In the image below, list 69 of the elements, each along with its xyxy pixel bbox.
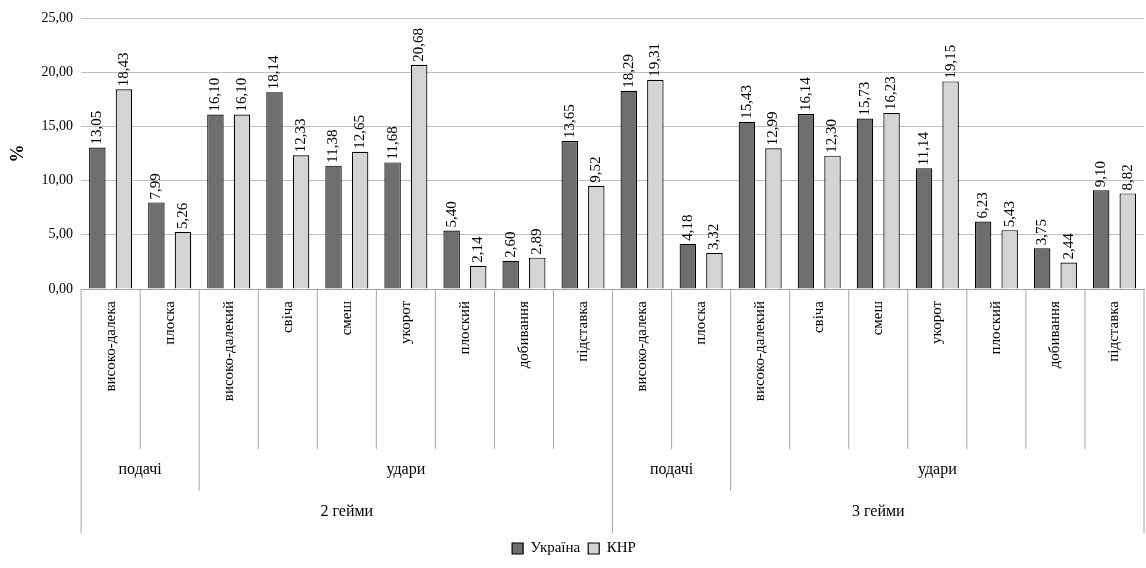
data-label: 2,60 [501,231,518,258]
data-label: 20,68 [410,28,427,62]
y-tick-label: 5,00 [48,226,74,242]
data-label: 4,18 [678,214,695,241]
text: 3 гейми [851,502,906,520]
x-tick-label: плоский [987,301,1004,355]
x-tick-label: плоский [455,301,472,355]
data-label: 18,14 [265,55,282,90]
data-label: 9,52 [587,156,604,183]
data-label: 11,14 [914,131,931,166]
text: подачі [650,460,694,479]
y-tick-label: 20,00 [41,63,74,79]
y-tick-label: 0,00 [48,280,74,296]
data-label: 6,23 [974,192,991,219]
legend-label: Україна [530,539,581,556]
data-label: 12,30 [823,118,840,153]
text: подачі [118,460,163,479]
x-tick-label: високо-далекий [219,301,236,402]
data-label: 5,43 [1000,200,1017,228]
x-tick-label: смеш [337,300,354,336]
text: удари [386,460,426,479]
data-label: 15,73 [855,81,872,116]
data-label: 5,40 [442,201,459,228]
data-label: 8,82 [1118,164,1135,191]
data-label: 16,10 [206,77,223,112]
data-label: 16,14 [796,76,813,112]
data-label: 18,29 [619,53,636,88]
x-tick-label: плоска [692,300,709,345]
y-tick-label: 15,00 [41,118,74,134]
x-tick-label: свіча [810,300,827,334]
x-tick-label: смеш [869,300,886,336]
data-label: 3,32 [705,223,722,251]
data-label: 11,38 [324,129,341,163]
data-label: 12,65 [351,115,368,149]
data-label: 9,10 [1092,161,1109,188]
x-tick-label: високо-далека [101,300,118,392]
data-label: 2,14 [469,236,486,263]
data-label: 15,43 [737,84,754,119]
data-label: 16,23 [882,76,899,111]
x-tick-label: добивання [1046,300,1063,369]
data-label: 12,33 [292,118,308,153]
text: 2 гейми [320,502,374,520]
data-label: 13,05 [88,110,105,145]
data-label: 12,99 [764,111,781,146]
data-label: 7,99 [147,173,164,200]
data-label: 2,89 [528,228,545,255]
y-axis-title: % [7,144,28,163]
x-tick-label: укорот [396,300,413,344]
x-tick-label: високо-далекий [751,301,768,402]
data-label: 19,31 [646,42,663,77]
legend-label: КНР [606,539,636,556]
x-tick-label: підставка [573,300,590,362]
data-label: 13,65 [560,104,577,139]
data-label: 3,75 [1033,219,1050,246]
data-label: 5,26 [173,202,190,229]
x-tick-label: плоска [160,300,177,345]
data-label: 18,43 [114,52,131,87]
text: удари [917,460,958,479]
x-tick-label: укорот [928,300,945,344]
x-tick-label: свіча [278,300,295,334]
data-label: 16,10 [232,77,249,112]
data-label: 19,15 [941,44,958,79]
data-label: 2,44 [1059,232,1076,260]
x-tick-label: високо-далека [633,300,650,392]
y-tick-label: 25,00 [41,9,74,25]
x-tick-label: підставка [1105,300,1122,362]
x-tick-label: добивання [514,300,531,369]
data-label: 11,68 [383,126,400,160]
y-tick-label: 10,00 [41,172,74,188]
